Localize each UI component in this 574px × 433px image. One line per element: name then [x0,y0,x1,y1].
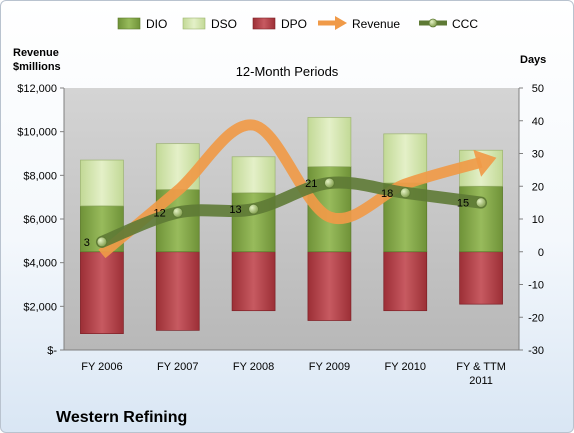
revenue-series [98,119,497,259]
left-axis-title-line1: Revenue [13,47,59,59]
left-tick-label: $10,000 [17,127,57,139]
dpo-bar [155,251,200,331]
plot-area [64,88,519,350]
left-tick-label: $- [47,345,57,357]
dso-bar [80,159,124,207]
right-tick-label: 0 [538,247,544,259]
ccc-point [323,177,335,189]
dpo-bar [80,251,124,334]
right-tick-label: -20 [528,312,544,324]
right-axis-ticks: -30 -20 -10 0 10 20 30 40 50 [519,83,544,357]
right-tick-label: -10 [528,280,544,292]
left-axis-ticks: $- $2,000 $4,000 $6,000 $8,000 $10,000 $12,000 [17,83,64,357]
ccc-data-label: 15 [457,198,469,210]
revenue-line [98,119,483,259]
ccc-point [399,187,411,199]
chart-subtitle: 12-Month Periods [236,64,339,79]
right-tick-label: 20 [532,181,544,193]
dpo-bar [459,251,503,305]
revenue-arrowhead-icon [473,149,497,177]
left-tick-label: $8,000 [23,170,57,182]
ccc-point [96,236,108,248]
category-label-line2: 2011 [469,375,493,387]
ccc-data-label: 12 [154,207,166,219]
left-tick-label: $6,000 [23,214,57,226]
right-tick-label: 50 [532,83,544,95]
category-label: FY 2008 [233,361,274,373]
ccc-point [248,203,260,215]
legend-dso-label: DSO [211,17,237,31]
legend-revenue-arrow-icon [318,16,347,30]
ccc-data-label: 13 [229,204,241,216]
category-label: FY 2010 [385,361,426,373]
company-name: Western Refining [56,409,187,426]
legend-dio-swatch [117,17,141,30]
legend-ccc-line-icon [419,18,447,28]
legend-ccc-label: CCC [452,17,478,31]
ccc-series: 3 12 13 21 18 15 [84,176,488,249]
dso-bar [307,117,352,167]
category-labels: FY 2006 FY 2007 FY 2008 FY 2009 FY 2010 FY & … [81,361,506,387]
left-axis-title-line2: $millions [13,61,61,73]
legend-dso-swatch [182,17,206,30]
dpo-bar [307,251,352,321]
legend: DIO DSO DPO Revenue CCC [117,16,478,31]
right-tick-label: 10 [532,214,544,226]
ccc-point [172,206,184,218]
left-tick-label: $12,000 [17,83,57,95]
ccc-data-label: 3 [84,237,90,249]
right-axis-title: Days [520,54,546,66]
category-label: FY 2007 [157,361,198,373]
ccc-point [475,197,487,209]
left-tick-label: $4,000 [23,258,57,270]
legend-revenue-label: Revenue [352,17,400,31]
dpo-bar [231,251,276,312]
dso-bar [231,156,276,194]
right-tick-label: -30 [528,345,544,357]
ccc-data-label: 21 [305,178,317,190]
legend-dpo-label: DPO [281,17,307,31]
category-label: FY & TTM [456,361,506,373]
dpo-bar [383,251,428,312]
category-label: FY 2009 [309,361,350,373]
legend-dpo-swatch [252,17,276,30]
category-label: FY 2006 [81,361,122,373]
legend-dio-label: DIO [146,17,167,31]
right-tick-label: 40 [532,116,544,128]
right-tick-label: 30 [532,149,544,161]
ccc-data-label: 18 [381,188,393,200]
left-tick-label: $2,000 [23,301,57,313]
